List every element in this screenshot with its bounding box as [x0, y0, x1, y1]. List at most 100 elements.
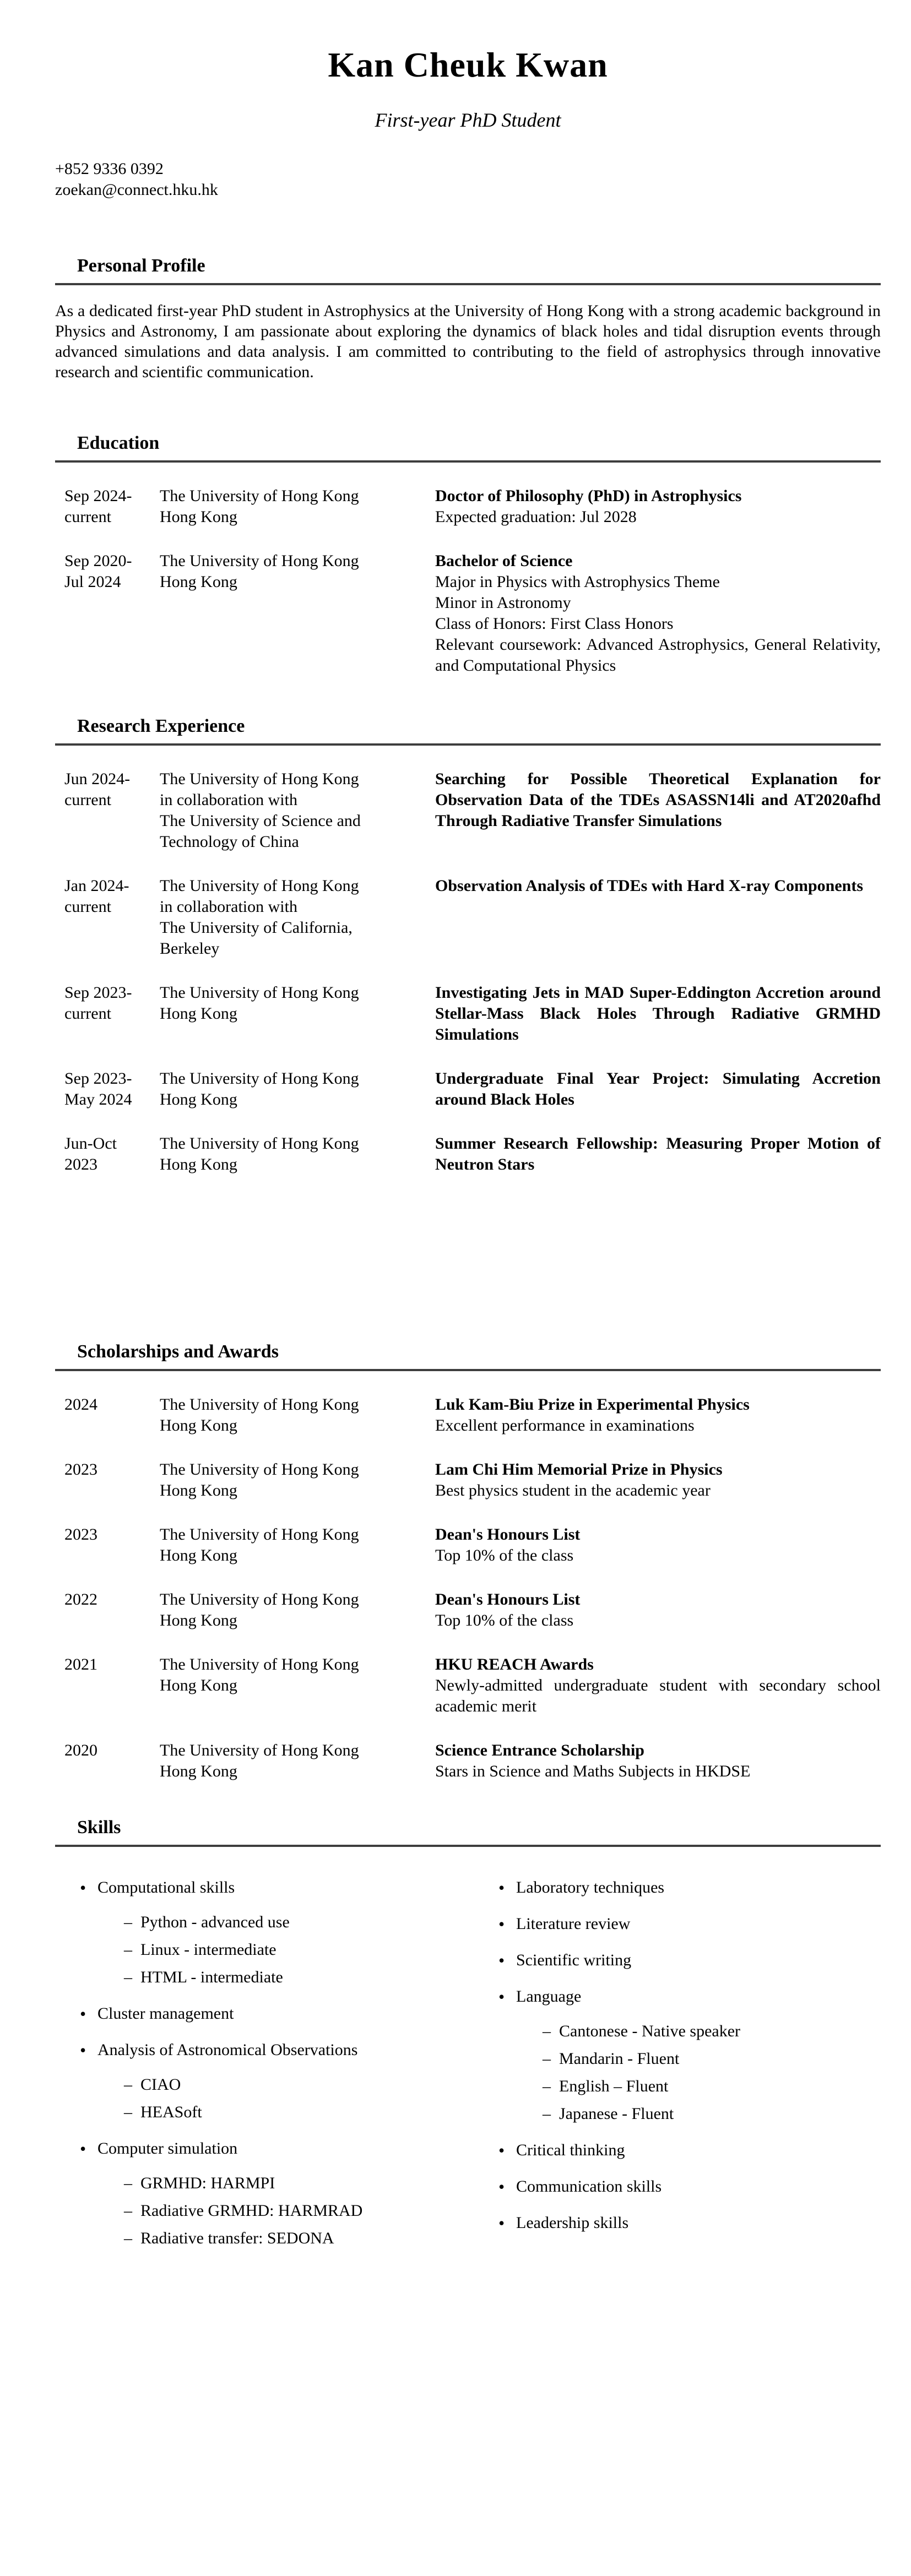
entry-institution-line: Hong Kong [160, 508, 237, 526]
entry-description: Investigating Jets in MAD Super-Eddingto… [435, 982, 881, 1045]
skill-label: Language [516, 1987, 582, 2006]
entry-institution-line: Hong Kong [160, 1090, 237, 1108]
skill-item: • Scientific writing [498, 1950, 881, 1971]
education-entry: Sep 2020- Jul 2024 The University of Hon… [55, 551, 881, 676]
bullet-icon: • [498, 2177, 505, 2197]
phone-number: +852 9336 0392 [55, 160, 164, 178]
cv-subtitle: First-year PhD Student [375, 109, 561, 131]
entry-institution-line: in collaboration with [160, 898, 297, 916]
skill-label: Analysis of Astronomical Observations [97, 2041, 358, 2059]
section-rule [55, 460, 881, 463]
bullet-icon: • [80, 2139, 86, 2159]
skill-sublabel: Linux - intermediate [140, 1941, 276, 1959]
entry-institution: The University of Hong Kong Hong Kong [160, 486, 435, 528]
skill-sublist: – GRMHD: HARMPI – Radiative GRMHD: HARMRAD… [97, 2173, 498, 2249]
skill-subitem: – HTML - intermediate [124, 1967, 498, 1988]
entry-title: Dean's Honours List [435, 1590, 581, 1608]
entry-description: Science Entrance Scholarship Stars in Sc… [435, 1740, 881, 1782]
entry-detail: Excellent performance in examinations [435, 1416, 695, 1434]
bullet-icon: • [498, 2213, 505, 2233]
entry-period-line: 2023 [64, 1525, 97, 1544]
entry-detail: Best physics student in the academic yea… [435, 1481, 711, 1499]
entry-institution-line: Hong Kong [160, 1676, 237, 1694]
skill-label: Computational skills [97, 1878, 235, 1896]
entry-institution-line: The University of Hong Kong [160, 1069, 359, 1088]
entry-title: Searching for Possible Theoretical Expla… [435, 770, 881, 830]
research-entry: Sep 2023- May 2024 The University of Hon… [55, 1068, 881, 1110]
award-entry: 2024 The University of Hong Kong Hong Ko… [55, 1394, 881, 1436]
skill-subitem: – CIAO [124, 2074, 498, 2095]
entry-period: Sep 2024- current [64, 486, 160, 528]
skill-sublabel: Cantonese - Native speaker [559, 2022, 741, 2040]
entry-period-line: 2021 [64, 1655, 97, 1673]
skill-subitem: – Radiative GRMHD: HARMRAD [124, 2200, 498, 2221]
entry-institution: The University of Hong Kong Hong Kong [160, 1133, 435, 1175]
skill-label: Computer simulation [97, 2139, 238, 2157]
skill-item: • Computational skills – Python - advance… [80, 1877, 498, 1988]
entry-institution: The University of Hong Kong Hong Kong [160, 1654, 435, 1717]
bullet-icon: • [498, 2140, 505, 2160]
bullet-icon: • [498, 1914, 505, 1934]
skill-sublabel: Python - advanced use [140, 1913, 290, 1931]
entry-title: Doctor of Philosophy (PhD) in Astrophysi… [435, 487, 742, 505]
section-title-skills: Skills [77, 1817, 121, 1838]
section-title-education: Education [77, 433, 160, 453]
entry-institution-line: Hong Kong [160, 573, 237, 591]
dash-icon: – [543, 2050, 551, 2068]
skill-item: • Literature review [498, 1914, 881, 1934]
skill-sublist: – CIAO – HEASoft [97, 2074, 498, 2123]
entry-period: Sep 2020- Jul 2024 [64, 551, 160, 676]
entry-institution: The University of Hong Kong in collabora… [160, 769, 435, 852]
entry-institution-line: Hong Kong [160, 1762, 237, 1780]
entry-period-line: 2023 [64, 1155, 97, 1173]
award-entry: 2021 The University of Hong Kong Hong Ko… [55, 1654, 881, 1717]
bullet-icon: • [80, 2040, 86, 2060]
skill-item: • Leadership skills [498, 2213, 881, 2233]
entry-title: Science Entrance Scholarship [435, 1741, 644, 1759]
entry-period: Jan 2024- current [64, 876, 160, 959]
entry-period-line: Jun-Oct [64, 1134, 117, 1153]
entry-description: Searching for Possible Theoretical Expla… [435, 769, 881, 852]
award-entry: 2020 The University of Hong Kong Hong Ko… [55, 1740, 881, 1782]
entry-description: Dean's Honours List Top 10% of the class [435, 1524, 881, 1566]
dash-icon: – [124, 2174, 132, 2192]
skill-subitem: – English – Fluent [543, 2076, 881, 2097]
entry-detail: Relevant coursework: Advanced Astrophysi… [435, 635, 881, 675]
entry-period: 2023 [64, 1524, 160, 1566]
bullet-icon: • [80, 2004, 86, 2024]
entry-institution: The University of Hong Kong Hong Kong [160, 1068, 435, 1110]
entry-period-line: Sep 2020- [64, 552, 132, 570]
skill-item: • Analysis of Astronomical Observations … [80, 2040, 498, 2123]
dash-icon: – [543, 2105, 551, 2123]
dash-icon: – [124, 2075, 132, 2094]
entry-detail: Major in Physics with Astrophysics Theme [435, 573, 720, 591]
skill-sublabel: Radiative GRMHD: HARMRAD [140, 2202, 363, 2220]
section-rule [55, 1369, 881, 1371]
entry-title: Observation Analysis of TDEs with Hard X… [435, 877, 864, 895]
entry-period-line: Jul 2024 [64, 573, 121, 591]
entry-title: Undergraduate Final Year Project: Simula… [435, 1069, 881, 1108]
skill-subitem: – Japanese - Fluent [543, 2104, 881, 2124]
entry-description: Doctor of Philosophy (PhD) in Astrophysi… [435, 486, 881, 528]
skill-item: • Cluster management [80, 2003, 498, 2024]
skill-label: Critical thinking [516, 2141, 625, 2159]
entry-period-line: current [64, 1004, 111, 1023]
entry-institution-line: The University of Science and [160, 812, 361, 830]
skill-item: • Communication skills [498, 2176, 881, 2197]
entry-detail: Minor in Astronomy [435, 594, 571, 612]
entry-description: HKU REACH Awards Newly-admitted undergra… [435, 1654, 881, 1717]
research-entry: Jan 2024- current The University of Hong… [55, 876, 881, 959]
dash-icon: – [124, 1913, 132, 1931]
entry-title: Lam Chi Him Memorial Prize in Physics [435, 1460, 723, 1479]
skill-label: Leadership skills [516, 2214, 629, 2232]
research-entry: Jun-Oct 2023 The University of Hong Kong… [55, 1133, 881, 1175]
skill-sublabel: CIAO [140, 2075, 181, 2094]
entry-period: Jun-Oct 2023 [64, 1133, 160, 1175]
skill-subitem: – GRMHD: HARMPI [124, 2173, 498, 2194]
entry-institution-line: Technology of China [160, 833, 299, 851]
entry-institution-line: in collaboration with [160, 791, 297, 809]
entry-detail: Expected graduation: Jul 2028 [435, 508, 637, 526]
education-entry: Sep 2024- current The University of Hong… [55, 486, 881, 528]
entry-institution: The University of Hong Kong Hong Kong [160, 1589, 435, 1631]
section-title-personal-profile: Personal Profile [77, 256, 205, 276]
